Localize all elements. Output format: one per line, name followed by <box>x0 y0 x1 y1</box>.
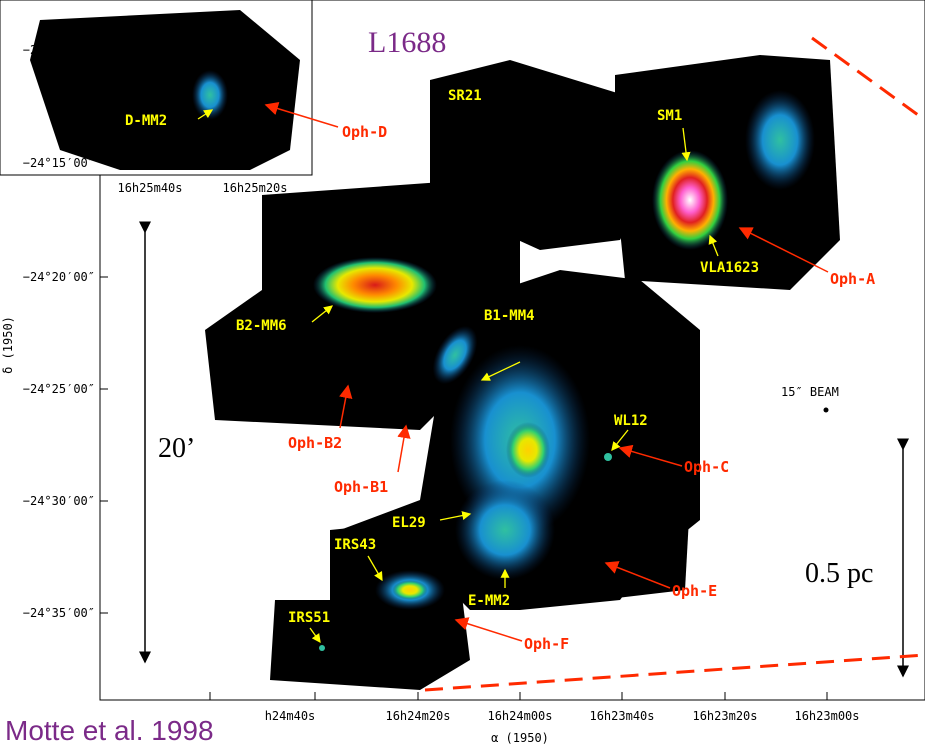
angular-scale: 20’ <box>158 433 195 464</box>
y-tick-label: −24°25′00″ <box>23 382 95 396</box>
region-label: Oph-D <box>342 123 387 141</box>
inset-coverage <box>30 10 300 170</box>
inset-emission <box>192 70 228 120</box>
y-tick-label: −24°35′00″ <box>23 606 95 620</box>
source-label: E-MM2 <box>468 593 510 609</box>
inset-y-tick-label: −24°15′00″ <box>23 156 95 170</box>
x-tick-label: 16h23m40s <box>589 709 654 723</box>
page: −24°20′00″ −24°25′00″ −24°30′00″ −24°35′00″… <box>0 0 925 752</box>
x-tick-label: 16h24m20s <box>385 709 450 723</box>
x-tick-label: 16h23m20s <box>692 709 757 723</box>
x-axis-label: α (1950) <box>491 731 549 745</box>
x-tick-label: 16h24m00s <box>487 709 552 723</box>
y-tick-label: −24°30′00″ <box>23 494 95 508</box>
source-label: IRS51 <box>288 610 330 626</box>
beam <box>824 408 829 413</box>
inset-x-tick-label: 16h25m20s <box>222 181 287 195</box>
source-label: EL29 <box>392 515 426 531</box>
x-tick-label: h24m40s <box>265 709 316 723</box>
source-label: WL12 <box>614 413 648 429</box>
source-label: VLA1623 <box>700 260 759 276</box>
y-axis-label: δ (1950) <box>1 316 15 374</box>
region-label: Oph-E <box>672 582 717 600</box>
region-label: Oph-A <box>830 270 875 288</box>
source-label: SR21 <box>448 88 482 104</box>
region-label: Oph-B2 <box>288 434 342 452</box>
region-label: Oph-B1 <box>334 478 388 496</box>
source-label: SM1 <box>657 108 682 124</box>
beam-label: 15″ BEAM <box>781 385 839 399</box>
title: L1688 <box>368 26 446 59</box>
x-tick-label: 16h23m00s <box>794 709 859 723</box>
inset-x-tick-label: 16h25m40s <box>117 181 182 195</box>
figure: −24°20′00″ −24°25′00″ −24°30′00″ −24°35′00″… <box>0 0 925 752</box>
source-label: IRS43 <box>334 537 376 553</box>
source-label: D-MM2 <box>125 113 167 129</box>
credit: Motte et al. 1998 <box>5 715 214 746</box>
source-label: B2-MM6 <box>236 318 287 334</box>
region-label: Oph-C <box>684 458 729 476</box>
y-tick-label: −24°20′00″ <box>23 270 95 284</box>
region-label: Oph-F <box>524 635 569 653</box>
inset-y-tick-label: −24°10′00″ <box>23 43 95 57</box>
physical-scale: 0.5 pc <box>805 558 873 589</box>
source-label: B1-MM4 <box>484 308 535 324</box>
